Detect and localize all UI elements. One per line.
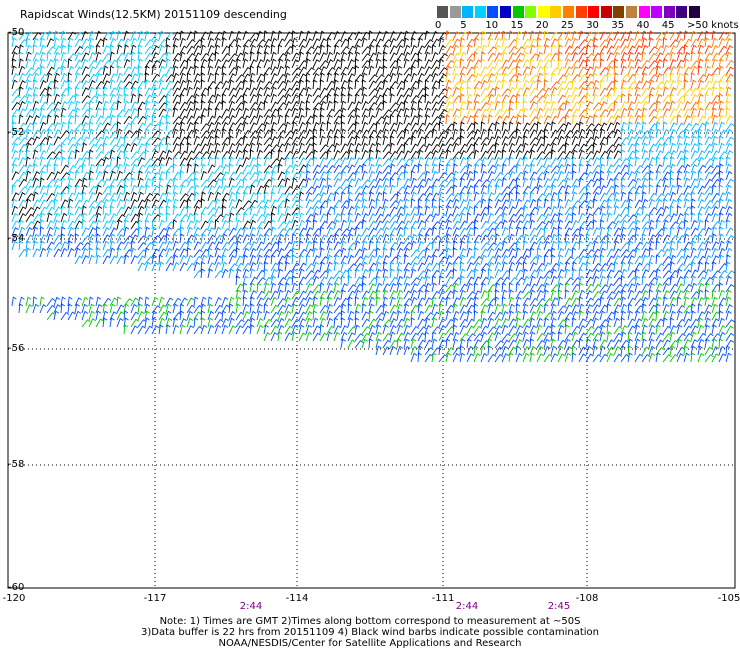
legend-swatch	[689, 6, 700, 18]
longitude-label: -108	[575, 593, 599, 604]
legend-swatch	[588, 6, 600, 18]
legend-label: 40	[636, 20, 650, 31]
graticule-grid	[7, 32, 736, 589]
wind-speed-legend: 0 5 10 15 20 25 30 35 40 45 >50 knots	[435, 6, 739, 34]
legend-swatch	[537, 6, 549, 18]
note-line-1: Note: 1) Times are GMT 2)Times along bot…	[159, 616, 581, 627]
legend-swatch	[676, 6, 688, 18]
legend-swatch	[626, 6, 637, 18]
latitude-label: -50	[8, 27, 25, 38]
legend-swatch	[613, 6, 625, 18]
legend-swatch	[487, 6, 499, 18]
latitude-label: -52	[8, 127, 25, 138]
legend-swatch	[663, 6, 675, 18]
time-label: 2:44	[455, 601, 479, 612]
legend-label: 0	[435, 20, 442, 31]
legend-swatch	[550, 6, 562, 18]
legend-swatch	[500, 6, 511, 18]
latitude-label: -58	[8, 459, 25, 470]
latitude-label: -54	[8, 233, 25, 244]
latitude-label: -56	[8, 343, 25, 354]
legend-swatch	[437, 6, 448, 18]
note-line-2: 3)Data buffer is 22 hrs from 20151109 4)…	[141, 627, 599, 638]
longitude-label: -111	[431, 593, 455, 604]
longitude-label: -105	[717, 593, 740, 604]
legend-label: 45	[661, 20, 675, 31]
legend-label: 35	[611, 20, 625, 31]
legend-label: >50 knots	[687, 20, 739, 31]
time-label: 2:45	[547, 601, 571, 612]
legend-swatch	[462, 6, 474, 18]
legend-swatch	[512, 6, 524, 18]
legend-swatch	[638, 6, 650, 18]
legend-label: 10	[485, 20, 499, 31]
footnotes: Note: 1) Times are GMT 2)Times along bot…	[0, 616, 740, 649]
legend-label: 15	[510, 20, 524, 31]
legend-label: 25	[561, 20, 574, 31]
legend-label: 20	[535, 20, 549, 31]
legend-swatch	[449, 6, 461, 18]
legend-swatch	[600, 6, 612, 18]
legend-swatch	[474, 6, 486, 18]
wind-barbs	[11, 30, 735, 363]
legend-swatch	[651, 6, 663, 18]
longitude-label: -117	[143, 593, 167, 604]
longitude-label: -114	[285, 593, 309, 604]
legend-swatch	[563, 6, 574, 18]
legend-label: 5	[460, 20, 467, 31]
time-label: 2:44	[239, 601, 263, 612]
legend-label: 30	[586, 20, 599, 31]
latitude-label: -60	[8, 582, 25, 593]
legend-swatch	[575, 6, 587, 18]
longitude-label: -120	[2, 593, 26, 604]
note-line-3: NOAA/NESDIS/Center for Satellite Applica…	[218, 638, 522, 649]
legend-swatch	[525, 6, 537, 18]
chart-title: Rapidscat Winds(12.5KM) 20151109 descend…	[20, 8, 287, 21]
